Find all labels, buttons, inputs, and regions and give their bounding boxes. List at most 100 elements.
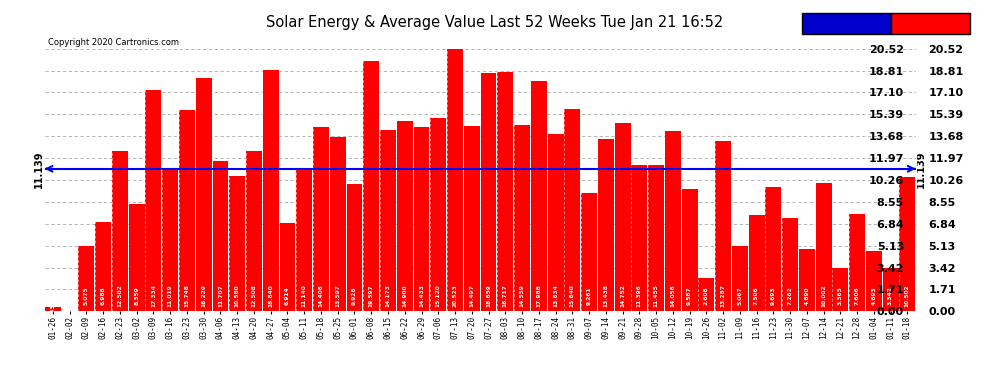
Text: 7.506: 7.506 xyxy=(754,286,759,305)
Bar xyxy=(547,134,563,311)
Bar xyxy=(531,81,546,311)
Text: 3.342: 3.342 xyxy=(888,286,893,305)
Bar xyxy=(598,140,614,311)
Bar xyxy=(665,131,681,311)
Text: 14.497: 14.497 xyxy=(469,285,474,307)
Text: 18.229: 18.229 xyxy=(201,285,206,307)
Bar xyxy=(112,152,128,311)
Bar xyxy=(196,78,212,311)
Text: 15.840: 15.840 xyxy=(570,285,575,307)
Bar xyxy=(179,110,195,311)
Text: 17.334: 17.334 xyxy=(150,285,156,308)
Bar xyxy=(95,222,111,311)
Text: 13.597: 13.597 xyxy=(336,285,341,307)
Text: 10.580: 10.580 xyxy=(235,285,240,307)
Bar xyxy=(262,70,279,311)
Bar xyxy=(866,251,882,311)
Bar xyxy=(564,109,580,311)
Text: 14.058: 14.058 xyxy=(670,285,675,307)
Text: 12.508: 12.508 xyxy=(251,285,256,307)
Bar xyxy=(330,137,346,311)
Text: 5.075: 5.075 xyxy=(84,286,89,305)
Bar xyxy=(681,189,698,311)
Text: 14.408: 14.408 xyxy=(319,285,324,307)
Bar xyxy=(246,151,262,311)
Bar xyxy=(581,193,597,311)
Bar xyxy=(883,268,899,311)
Bar xyxy=(146,90,161,311)
Text: 11.396: 11.396 xyxy=(637,285,642,307)
Bar xyxy=(765,187,781,311)
Bar xyxy=(431,118,446,311)
Text: Solar Energy & Average Value Last 52 Weeks Tue Jan 21 16:52: Solar Energy & Average Value Last 52 Wee… xyxy=(266,15,724,30)
Text: 10.502: 10.502 xyxy=(905,285,910,307)
Text: 9.693: 9.693 xyxy=(771,286,776,305)
Bar xyxy=(615,123,631,311)
Text: 0.000: 0.000 xyxy=(67,298,72,316)
Text: 9.587: 9.587 xyxy=(687,286,692,305)
Text: 10.002: 10.002 xyxy=(821,285,826,307)
Bar xyxy=(463,126,480,311)
Text: Copyright 2020 Cartronics.com: Copyright 2020 Cartronics.com xyxy=(48,38,178,47)
Text: 11.140: 11.140 xyxy=(302,285,307,307)
Text: 8.359: 8.359 xyxy=(135,286,140,305)
Bar xyxy=(849,214,865,311)
Bar xyxy=(78,246,94,311)
Text: 15.120: 15.120 xyxy=(436,285,441,307)
Bar xyxy=(296,169,312,311)
Bar xyxy=(414,127,430,311)
Bar xyxy=(732,246,747,311)
Text: 4.693: 4.693 xyxy=(871,286,876,305)
Bar xyxy=(447,49,463,311)
Text: 20.523: 20.523 xyxy=(452,285,457,307)
Text: 14.173: 14.173 xyxy=(385,285,390,308)
Bar xyxy=(698,278,715,311)
Text: 11.139: 11.139 xyxy=(917,150,927,188)
Text: 13.438: 13.438 xyxy=(603,285,608,308)
Bar xyxy=(648,165,664,311)
Bar xyxy=(162,170,178,311)
Bar xyxy=(497,72,513,311)
Bar xyxy=(514,125,530,311)
Bar xyxy=(230,176,246,311)
Text: 17.988: 17.988 xyxy=(537,285,542,307)
Bar xyxy=(799,249,815,311)
Text: 12.502: 12.502 xyxy=(118,285,123,307)
Text: 0.332: 0.332 xyxy=(50,300,55,318)
Text: 18.659: 18.659 xyxy=(486,285,491,307)
Text: 19.597: 19.597 xyxy=(368,285,374,307)
Text: 5.067: 5.067 xyxy=(738,286,742,305)
Text: 4.890: 4.890 xyxy=(804,286,810,305)
Bar xyxy=(480,72,497,311)
Bar xyxy=(816,183,832,311)
Text: 14.752: 14.752 xyxy=(620,285,625,308)
Bar xyxy=(380,130,396,311)
Text: 9.261: 9.261 xyxy=(586,286,592,305)
Text: 3.365: 3.365 xyxy=(838,286,842,305)
Text: 7.262: 7.262 xyxy=(788,286,793,305)
Text: 13.287: 13.287 xyxy=(721,285,726,308)
Bar xyxy=(782,218,798,311)
Bar xyxy=(313,127,329,311)
Bar xyxy=(833,268,848,311)
Bar xyxy=(45,307,61,311)
Bar xyxy=(748,215,764,311)
Text: 18.840: 18.840 xyxy=(268,285,273,307)
Bar xyxy=(346,184,362,311)
Bar xyxy=(715,141,731,311)
Text: 18.717: 18.717 xyxy=(503,285,508,308)
Text: 14.559: 14.559 xyxy=(520,285,525,307)
Text: 9.928: 9.928 xyxy=(352,286,357,305)
Bar xyxy=(279,223,295,311)
Bar xyxy=(129,204,145,311)
Text: 2.608: 2.608 xyxy=(704,286,709,305)
Text: Daily  ($): Daily ($) xyxy=(894,19,940,28)
Text: 6.914: 6.914 xyxy=(285,286,290,305)
Text: 11.139: 11.139 xyxy=(34,150,44,188)
Bar xyxy=(363,60,379,311)
Text: 14.900: 14.900 xyxy=(402,285,407,307)
Text: 14.433: 14.433 xyxy=(419,285,424,308)
Bar xyxy=(397,121,413,311)
Bar xyxy=(900,177,916,311)
Text: 7.606: 7.606 xyxy=(854,286,859,305)
